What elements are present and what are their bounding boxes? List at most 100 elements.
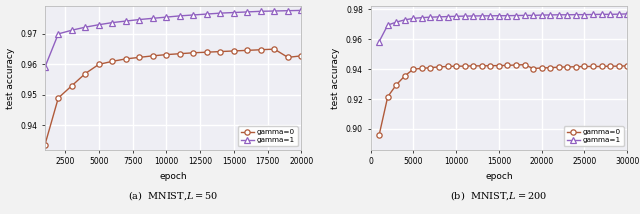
gamma=1	[418, 16, 426, 19]
gamma=1	[298, 9, 305, 12]
gamma=0	[95, 63, 102, 66]
gamma=0	[512, 64, 520, 66]
gamma=1	[572, 13, 580, 16]
gamma=1	[176, 15, 184, 17]
gamma=1	[244, 11, 252, 13]
Legend: gamma=0, gamma=1: gamma=0, gamma=1	[564, 126, 623, 146]
gamma=0	[623, 65, 631, 67]
gamma=1	[435, 16, 443, 18]
gamma=1	[410, 17, 417, 20]
gamma=1	[81, 26, 89, 28]
gamma=0	[427, 66, 435, 69]
gamma=1	[547, 14, 554, 16]
gamma=0	[109, 60, 116, 63]
gamma=0	[401, 75, 409, 77]
gamma=0	[478, 65, 486, 67]
gamma=0	[244, 49, 252, 52]
gamma=1	[122, 20, 130, 22]
Line: gamma=1: gamma=1	[42, 8, 304, 70]
gamma=1	[529, 14, 537, 17]
gamma=1	[486, 15, 494, 17]
gamma=1	[521, 14, 529, 17]
gamma=0	[410, 68, 417, 70]
gamma=0	[598, 65, 605, 68]
gamma=0	[589, 65, 597, 68]
gamma=1	[495, 14, 503, 17]
gamma=1	[257, 10, 265, 13]
gamma=1	[230, 11, 237, 14]
gamma=1	[41, 66, 49, 69]
gamma=1	[384, 24, 392, 26]
gamma=0	[81, 72, 89, 75]
gamma=0	[122, 58, 130, 60]
Y-axis label: test accuracy: test accuracy	[6, 48, 15, 109]
gamma=0	[163, 53, 170, 56]
gamma=0	[555, 66, 563, 68]
gamma=1	[136, 18, 143, 21]
gamma=1	[271, 10, 278, 12]
gamma=0	[189, 52, 197, 54]
gamma=1	[563, 13, 571, 16]
Line: gamma=0: gamma=0	[376, 62, 630, 138]
gamma=1	[163, 16, 170, 18]
gamma=0	[547, 66, 554, 69]
gamma=0	[54, 97, 62, 99]
gamma=0	[392, 83, 400, 86]
gamma=1	[68, 29, 76, 31]
gamma=1	[580, 13, 588, 16]
gamma=1	[589, 13, 597, 16]
gamma=0	[521, 63, 529, 66]
gamma=0	[572, 65, 580, 68]
gamma=1	[109, 21, 116, 24]
gamma=0	[41, 144, 49, 147]
gamma=1	[555, 13, 563, 16]
gamma=1	[401, 19, 409, 21]
gamma=0	[149, 55, 157, 57]
gamma=0	[469, 65, 477, 67]
gamma=0	[452, 65, 460, 67]
Legend: gamma=0, gamma=1: gamma=0, gamma=1	[238, 126, 298, 146]
gamma=0	[136, 56, 143, 59]
gamma=1	[538, 14, 545, 16]
gamma=0	[203, 51, 211, 54]
X-axis label: epoch: epoch	[485, 172, 513, 181]
gamma=0	[444, 65, 451, 68]
gamma=1	[452, 15, 460, 18]
gamma=0	[563, 66, 571, 68]
Line: gamma=0: gamma=0	[42, 46, 304, 148]
gamma=1	[203, 13, 211, 15]
gamma=1	[392, 21, 400, 23]
Title: (b)  MNIST,$L = 200$: (b) MNIST,$L = 200$	[451, 189, 547, 202]
gamma=1	[504, 14, 511, 17]
gamma=0	[504, 64, 511, 67]
gamma=0	[257, 48, 265, 51]
gamma=1	[444, 15, 451, 18]
gamma=1	[461, 15, 468, 17]
gamma=0	[529, 67, 537, 70]
gamma=1	[375, 40, 383, 43]
gamma=0	[606, 65, 614, 67]
gamma=0	[486, 64, 494, 67]
gamma=0	[435, 66, 443, 68]
Line: gamma=1: gamma=1	[376, 11, 630, 44]
gamma=0	[384, 95, 392, 98]
gamma=1	[427, 16, 435, 18]
gamma=0	[284, 56, 292, 59]
gamma=0	[615, 65, 623, 67]
gamma=1	[512, 14, 520, 17]
Title: (a)  MNIST,$L = 50$: (a) MNIST,$L = 50$	[128, 189, 218, 202]
gamma=0	[230, 50, 237, 52]
gamma=1	[606, 13, 614, 16]
gamma=0	[271, 48, 278, 51]
gamma=0	[176, 52, 184, 55]
gamma=1	[598, 13, 605, 16]
Y-axis label: test accuracy: test accuracy	[332, 48, 340, 109]
gamma=0	[538, 67, 545, 69]
gamma=1	[615, 13, 623, 15]
gamma=0	[580, 65, 588, 68]
gamma=1	[189, 14, 197, 16]
gamma=1	[149, 17, 157, 20]
gamma=0	[216, 50, 224, 53]
gamma=0	[461, 65, 468, 67]
X-axis label: epoch: epoch	[159, 172, 187, 181]
